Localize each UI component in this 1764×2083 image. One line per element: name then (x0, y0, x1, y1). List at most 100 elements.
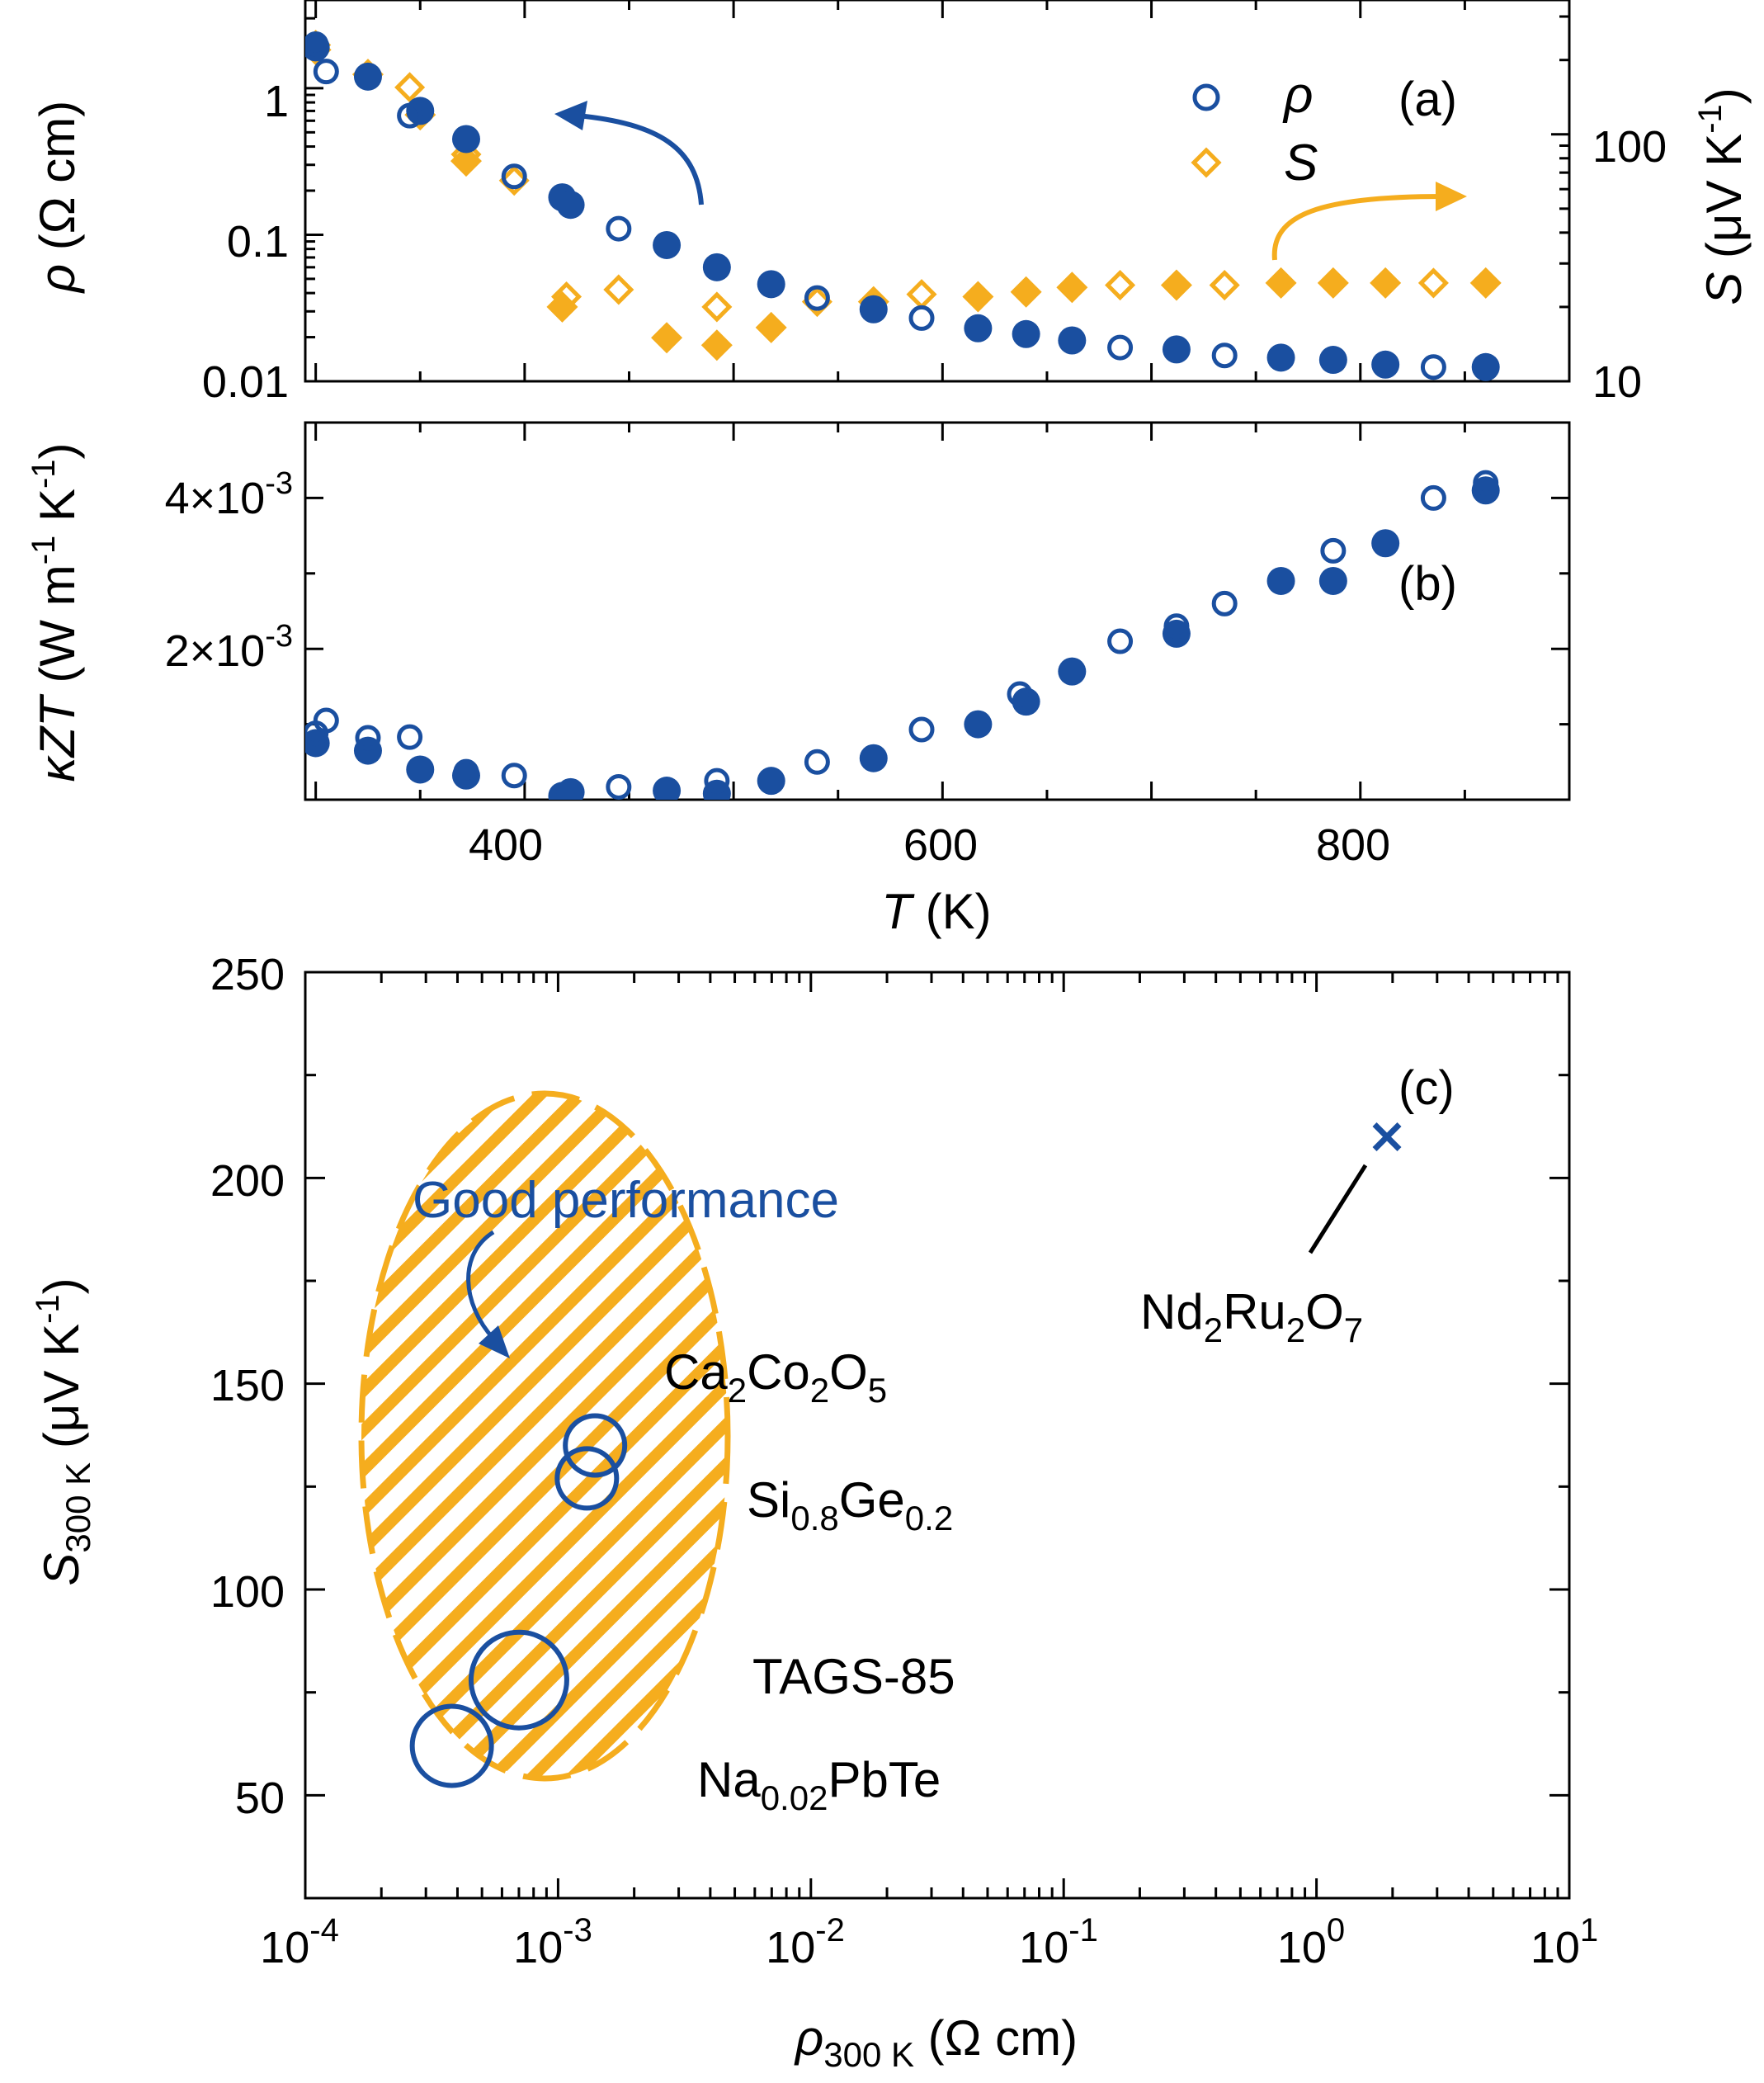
kzt-point-open (501, 763, 527, 789)
s-point-filled (1010, 276, 1042, 308)
panel-c-frame (304, 971, 1571, 1900)
kzt-point-open (453, 758, 479, 785)
kzt-point-open (1320, 537, 1347, 564)
s-point-open (394, 72, 426, 103)
kzt-point-filled (1471, 476, 1500, 505)
ytick-a-right-10: 10 (1592, 357, 1642, 407)
rho-point-filled (1371, 350, 1400, 379)
rho-point-filled (353, 62, 382, 91)
s-point-open (498, 165, 530, 196)
legend-s-marker (1191, 147, 1222, 178)
xtick-c-1e-4: 10-4 (260, 1912, 339, 1972)
s-point-open (801, 286, 832, 318)
kzt-point-open (804, 749, 830, 775)
rho-point-open (1107, 334, 1134, 361)
ylabel-c: S300 K (μV K-1) (30, 1278, 97, 1585)
rho-point-open (606, 215, 632, 242)
rho-point-filled (1058, 326, 1087, 355)
kzt-point-open (397, 724, 423, 750)
rho-point-filled (702, 253, 731, 281)
rho-point-filled (859, 295, 888, 324)
kzt-point-open (1211, 590, 1238, 616)
ylabel-a-left: ρ (Ω cm) (30, 101, 85, 295)
good-performance-region (358, 1090, 731, 1782)
kzt-point-filled (653, 777, 682, 800)
ytick-a-0.01: 0.01 (202, 357, 289, 407)
s-point-open (906, 279, 937, 310)
panel-b-ticks (305, 423, 1571, 800)
s-point-filled (962, 281, 994, 313)
label-si0.8ge0.2: Si0.8Ge0.2 (747, 1472, 953, 1537)
rho-point-filled (653, 230, 682, 259)
good-performance-outline (358, 1090, 731, 1782)
s-point-open (701, 291, 733, 323)
xtick-b-600: 600 (903, 820, 978, 870)
rho-point-filled (1012, 319, 1040, 348)
panel-c-ticks (304, 971, 1571, 1900)
kzt-point-filled (1162, 619, 1191, 648)
kzt-point-filled (1058, 657, 1087, 686)
material-circle-ca2co2o5 (563, 1413, 628, 1478)
label-na0.02pbte: Na0.02PbTe (697, 1752, 941, 1817)
ytick-a-1: 1 (264, 77, 289, 126)
xtick-b-400: 400 (469, 820, 543, 870)
ytick-c-200: 200 (210, 1156, 285, 1206)
s-point-open (1209, 270, 1240, 301)
xtick-c-1e-2: 10-2 (766, 1912, 845, 1972)
rho-point-filled (1318, 346, 1347, 375)
legend: ρ S (1191, 67, 1318, 191)
material-circle-si0.8ge0.2 (554, 1446, 620, 1511)
ytick-c-100: 100 (210, 1567, 285, 1617)
rho-point-open (804, 285, 830, 311)
rho-point-open (305, 31, 329, 57)
panel-a: 0.01 0.1 1 10 100 ρ (Ω cm) S (μV K-1) ρ … (30, 0, 1752, 407)
xtick-c-1e1: 101 (1531, 1912, 1598, 1972)
xtick-c-1e0: 100 (1277, 1912, 1345, 1972)
series-kzt-open (305, 470, 1499, 800)
s-point-filled (700, 329, 733, 361)
label-tags-85: TAGS-85 (752, 1649, 955, 1704)
kzt-point-filled (1371, 529, 1400, 558)
material-circle-tags-85 (468, 1629, 569, 1731)
series-rho-open (305, 31, 1446, 380)
kzt-point-filled (406, 755, 435, 784)
ytick-c-150: 150 (210, 1361, 285, 1410)
legend-s-label: S (1284, 135, 1318, 191)
kzt-point-filled (859, 744, 888, 772)
series-kzt-filled (305, 476, 1500, 800)
s-point-filled (1317, 267, 1349, 299)
s-point-filled (651, 322, 683, 354)
s-point-filled (1265, 267, 1297, 299)
arrow-to-left-axis-head (554, 101, 587, 130)
panel-label-c: (c) (1398, 1061, 1455, 1115)
kzt-point-open (313, 707, 339, 734)
target-x-stroke (1372, 1122, 1402, 1151)
good-performance-hatch (361, 1093, 728, 1778)
good-performance-arrow (466, 1230, 495, 1340)
kzt-point-open (1007, 681, 1033, 707)
kzt-point-filled (451, 761, 480, 790)
ytick-a-right-100: 100 (1592, 122, 1667, 172)
kzt-point-filled (964, 710, 993, 739)
good-performance-arrow-head (479, 1325, 510, 1358)
rho-point-open (908, 305, 935, 331)
s-point-open (550, 281, 582, 313)
s-point-open (1105, 270, 1136, 301)
target-marker (1372, 1122, 1402, 1151)
ytick-c-250: 250 (210, 950, 285, 999)
ytick-b-2e-3: 2×10-3 (165, 619, 293, 676)
ytick-c-50: 50 (235, 1774, 285, 1823)
legend-rho-marker (1192, 83, 1220, 111)
panel-c: 50 100 150 200 250 10-4 10-3 10-2 10-1 1… (30, 950, 1598, 2074)
panel-label-a: (a) (1398, 73, 1457, 126)
xlabel-c: ρ300 K (Ω cm) (794, 2010, 1078, 2074)
rho-point-filled (757, 270, 785, 299)
kzt-point-filled (1266, 566, 1295, 595)
xlabel-b: T (K) (881, 884, 991, 939)
rho-point-filled (1471, 352, 1500, 381)
series-s-filled (305, 34, 1502, 361)
arrow-to-right-axis (1271, 194, 1445, 261)
label-nd2ru2o7: Nd2Ru2O7 (1140, 1284, 1363, 1349)
arrow-to-left-axis (577, 113, 704, 205)
